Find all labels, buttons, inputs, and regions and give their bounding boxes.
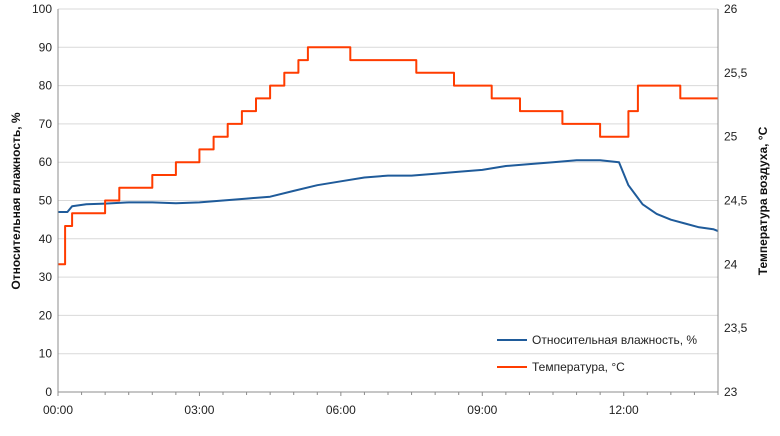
x-tick-03-00: 03:00 (184, 403, 214, 417)
x-tick-09-00: 09:00 (467, 403, 497, 417)
y-left-tick-70: 70 (39, 117, 53, 131)
y-right-axis-title: Температура воздуха, °C (756, 126, 770, 275)
y-right-tick-23: 23 (724, 385, 738, 399)
y-left-tick-90: 90 (39, 40, 53, 54)
axis-layer (57, 9, 719, 396)
y-right-tick-23-5: 23,5 (724, 321, 748, 335)
series-line-humidity (58, 159, 719, 233)
y-right-tick-24: 24 (724, 257, 738, 271)
grid-layer (58, 8, 718, 355)
y-left-tick-10: 10 (39, 347, 53, 361)
legend: Относительная влажность, % Температура, … (497, 333, 697, 374)
y-left-tick-20: 20 (39, 308, 53, 322)
y-left-axis-title: Относительная влажность, % (9, 112, 23, 290)
y-left-tick-40: 40 (39, 232, 53, 246)
tick-layer: 0 10 20 30 40 50 60 70 80 90 100 23 23,5 24 24,5 25 25,5… (32, 2, 748, 417)
y-left-tick-100: 100 (32, 2, 52, 16)
y-left-tick-80: 80 (39, 79, 53, 93)
y-right-tick-26: 26 (724, 2, 738, 16)
series-line-temperature (58, 46, 718, 266)
series-layer (58, 46, 719, 266)
x-tick-12-00: 12:00 (609, 403, 639, 417)
y-right-tick-25-5: 25,5 (724, 66, 748, 80)
y-left-tick-30: 30 (39, 270, 53, 284)
y-left-tick-0: 0 (45, 385, 52, 399)
y-left-tick-60: 60 (39, 155, 53, 169)
x-tick-06-00: 06:00 (326, 403, 356, 417)
y-right-tick-24-5: 24,5 (724, 194, 748, 208)
legend-label-humidity: Относительная влажность, % (532, 333, 697, 347)
y-left-tick-50: 50 (39, 194, 53, 208)
y-right-tick-25: 25 (724, 130, 738, 144)
x-tick-00-00: 00:00 (43, 403, 73, 417)
legend-label-temperature: Температура, °C (532, 360, 625, 374)
